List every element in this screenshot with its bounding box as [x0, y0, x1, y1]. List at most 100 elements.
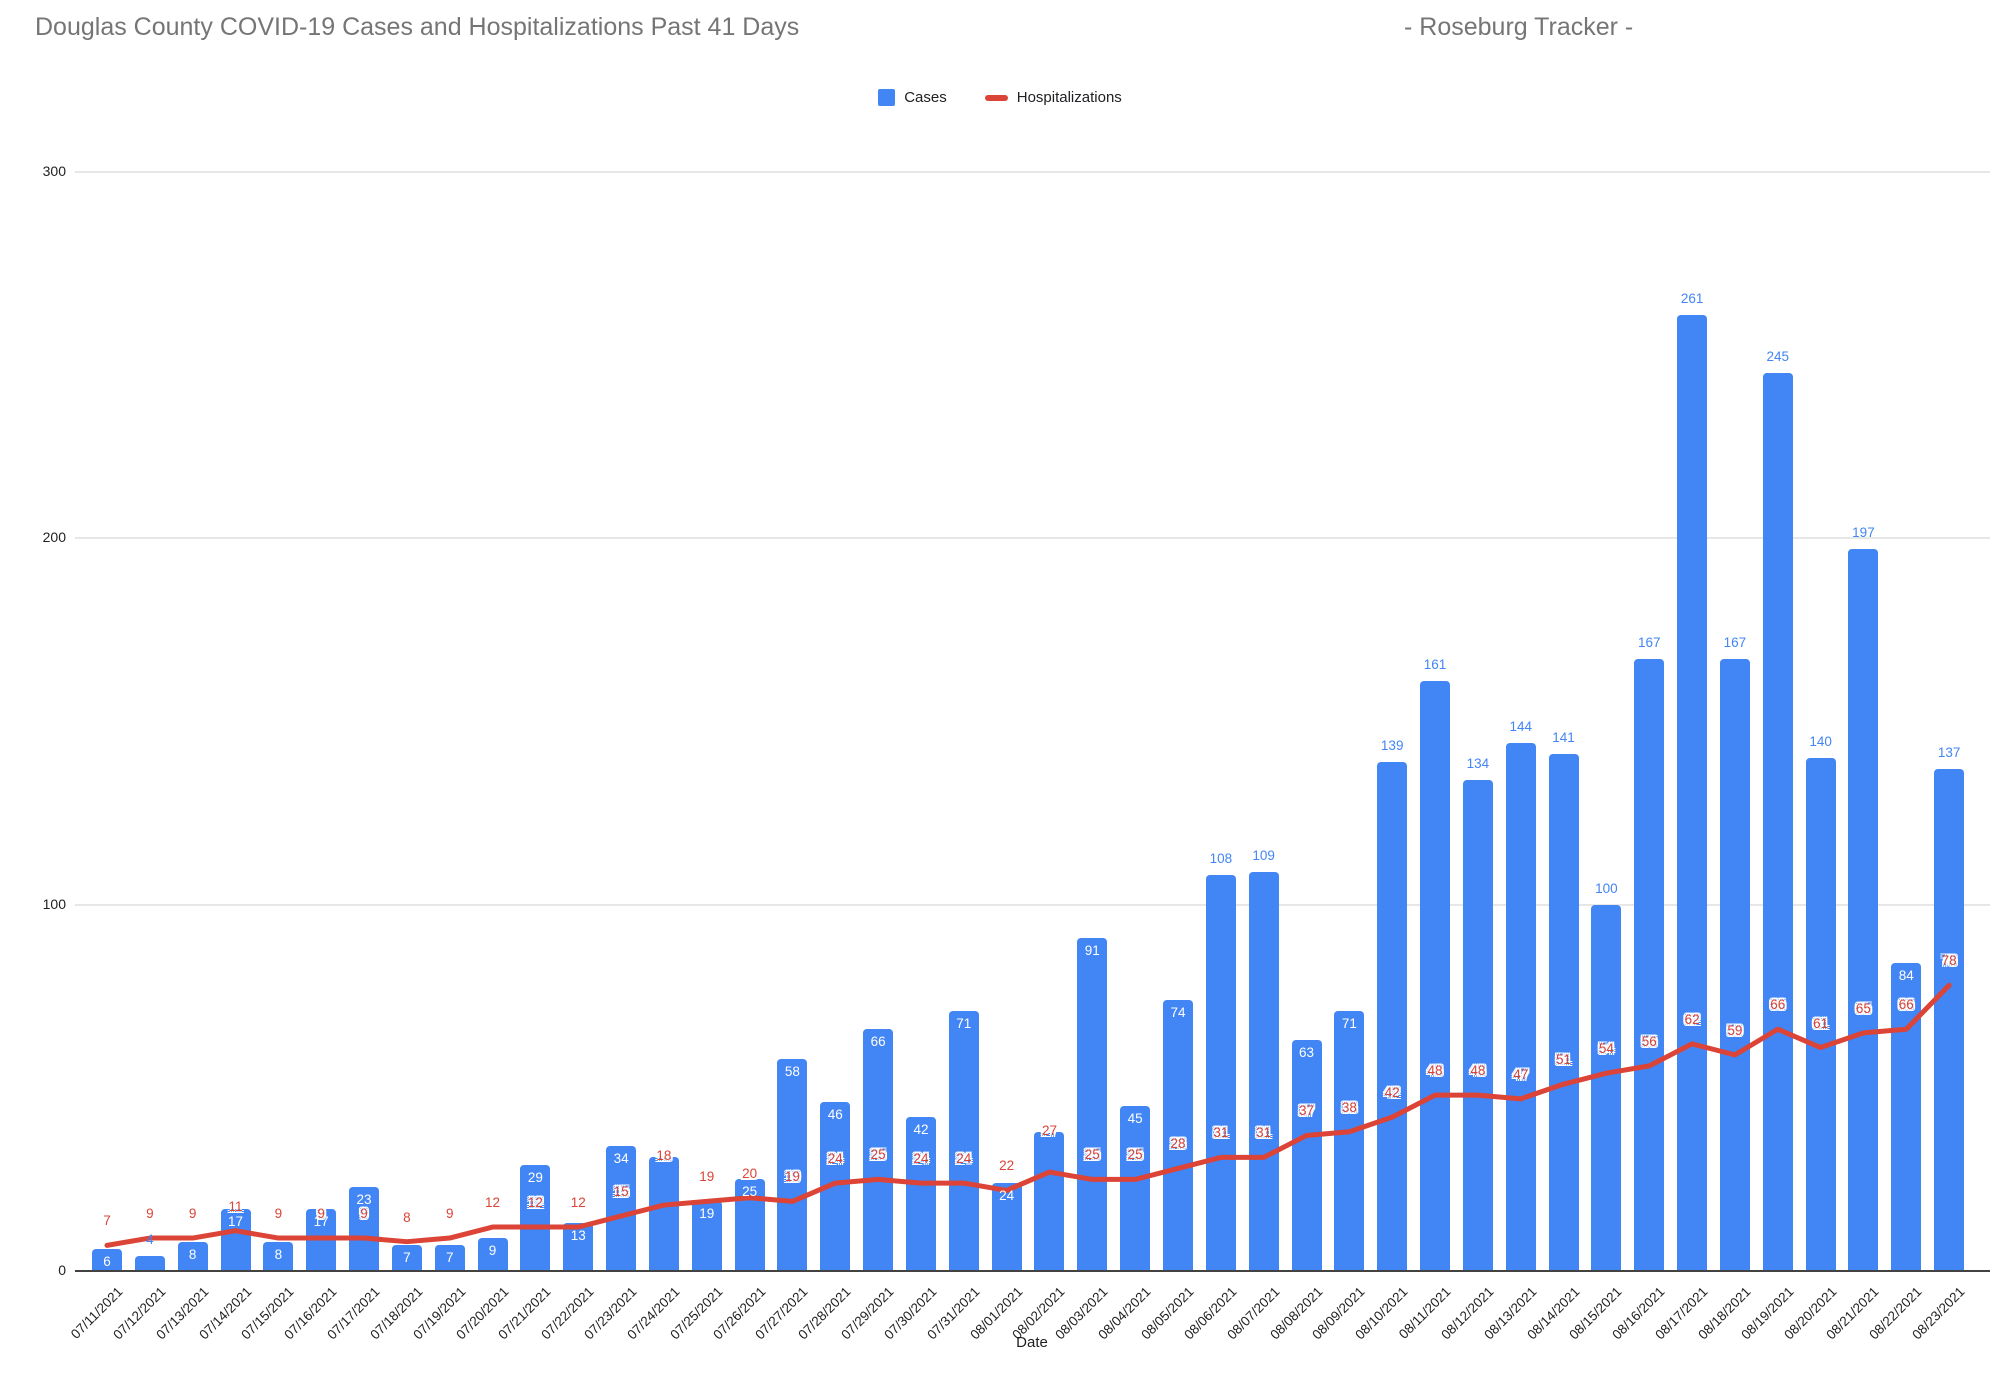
case-value-label: 7 — [403, 1250, 411, 1266]
case-bar — [606, 1146, 637, 1271]
x-axis-line — [75, 1270, 1990, 1272]
hospitalization-value-label: 25 — [1127, 1147, 1143, 1163]
hospitalization-value-label: 61 — [1813, 1015, 1829, 1031]
case-bar — [92, 1249, 122, 1271]
case-bar — [1934, 769, 1965, 1271]
case-bar — [1163, 999, 1193, 1271]
case-value-label: 6 — [103, 1254, 111, 1270]
hospitalization-value-label: 66 — [1898, 997, 1914, 1013]
cases-swatch-icon — [878, 89, 896, 106]
y-axis-tick-label: 300 — [42, 163, 66, 179]
gridline — [75, 903, 1990, 906]
case-bar — [477, 1238, 508, 1271]
case-bar — [691, 1201, 722, 1271]
case-bar — [1891, 963, 1922, 1271]
case-value-label: 134 — [1466, 756, 1490, 772]
hospitalization-value-label: 8 — [403, 1209, 411, 1225]
hospitalization-value-label: 66 — [1770, 997, 1786, 1013]
case-value-label: 245 — [1766, 349, 1790, 365]
case-value-label: 45 — [1127, 1111, 1143, 1127]
case-bar — [1762, 373, 1793, 1271]
hospitalizations-swatch-icon — [984, 94, 1008, 101]
hospitalization-value-label: 56 — [1641, 1033, 1657, 1049]
x-axis-title: Date — [1016, 1334, 1048, 1351]
case-value-label: 42 — [913, 1122, 929, 1138]
case-value-label: 108 — [1209, 851, 1233, 867]
case-value-label: 84 — [1898, 968, 1914, 984]
hospitalization-value-label: 22 — [999, 1158, 1015, 1174]
case-bar — [734, 1179, 765, 1271]
case-bar — [520, 1164, 551, 1271]
hospitalization-value-label: 47 — [1513, 1066, 1529, 1082]
case-value-label: 24 — [999, 1188, 1015, 1204]
case-bar — [863, 1029, 894, 1271]
case-value-label: 109 — [1252, 847, 1275, 863]
case-bar — [948, 1010, 979, 1271]
case-value-label: 141 — [1552, 730, 1575, 746]
hospitalization-value-label: 24 — [913, 1151, 929, 1167]
case-value-label: 74 — [1170, 1004, 1186, 1020]
case-value-label: 13 — [570, 1228, 586, 1244]
case-value-label: 167 — [1637, 635, 1661, 651]
y-axis-tick-label: 0 — [58, 1262, 66, 1278]
hospitalization-value-label: 25 — [1084, 1147, 1100, 1163]
hospitalization-value-label: 15 — [613, 1184, 629, 1200]
hospitalization-value-label: 65 — [1855, 1000, 1871, 1016]
case-bar — [1077, 937, 1108, 1271]
case-bar — [991, 1183, 1022, 1271]
case-bar — [563, 1223, 594, 1271]
case-bar — [777, 1058, 808, 1271]
case-bar — [1719, 659, 1750, 1271]
hospitalization-value-label: 19 — [699, 1169, 715, 1185]
hospitalization-value-label: 9 — [360, 1206, 368, 1222]
hospitalization-value-label: 59 — [1727, 1022, 1743, 1038]
hospitalization-value-label: 11 — [228, 1198, 243, 1214]
gridline — [75, 171, 1990, 173]
case-bar — [434, 1245, 465, 1271]
hospitalization-value-label: 9 — [274, 1206, 283, 1222]
hospitalization-value-label: 31 — [1256, 1125, 1272, 1141]
hospitalization-value-label: 28 — [1170, 1136, 1186, 1152]
case-value-label: 137 — [1937, 745, 1961, 761]
hospitalization-value-label: 42 — [1384, 1085, 1400, 1101]
case-bar — [1634, 659, 1665, 1271]
hospitalization-value-label: 12 — [527, 1195, 543, 1211]
case-value-label: 100 — [1595, 880, 1618, 896]
legend-label-cases: Cases — [904, 89, 947, 106]
legend-label-hospitalizations: Hospitalizations — [1016, 89, 1122, 106]
hospitalization-value-label: 25 — [870, 1147, 886, 1163]
hospitalization-value-label: 9 — [317, 1206, 325, 1222]
hospitalization-value-label: 62 — [1684, 1011, 1700, 1027]
hospitalization-value-label: 24 — [827, 1151, 843, 1167]
hospitalization-value-label: 18 — [656, 1148, 672, 1164]
case-value-label: 17 — [228, 1213, 244, 1229]
case-value-label: 7 — [445, 1250, 454, 1266]
case-bar — [1805, 758, 1836, 1271]
hospitalization-value-label: 48 — [1470, 1063, 1486, 1079]
legend-item-cases: Cases — [878, 89, 947, 106]
case-value-label: 8 — [188, 1246, 197, 1262]
case-value-label: 66 — [870, 1034, 886, 1050]
hospitalization-value-label: 78 — [1941, 953, 1957, 969]
case-bar — [1677, 314, 1708, 1271]
case-bar — [1462, 780, 1493, 1271]
hospitalization-value-label: 51 — [1556, 1052, 1572, 1068]
hospitalization-value-label: 9 — [188, 1206, 197, 1222]
case-bar — [1848, 549, 1879, 1271]
case-value-label: 139 — [1380, 737, 1404, 753]
hospitalization-value-label: 24 — [956, 1151, 972, 1167]
hospitalization-value-label: 20 — [742, 1165, 758, 1181]
tracker-title: - Roseburg Tracker - — [1404, 13, 1634, 41]
case-bar — [1120, 1106, 1151, 1271]
case-value-label: 25 — [742, 1184, 758, 1200]
case-bar — [1034, 1131, 1065, 1271]
hospitalization-value-label: 48 — [1427, 1063, 1443, 1079]
case-bar — [391, 1245, 422, 1271]
y-axis-tick-label: 200 — [42, 529, 66, 546]
case-value-label: 140 — [1809, 734, 1832, 750]
case-bar — [134, 1256, 165, 1271]
legend: Cases Hospitalizations — [0, 89, 2000, 106]
case-value-label: 34 — [613, 1151, 629, 1167]
hospitalization-value-label: 9 — [146, 1206, 154, 1222]
